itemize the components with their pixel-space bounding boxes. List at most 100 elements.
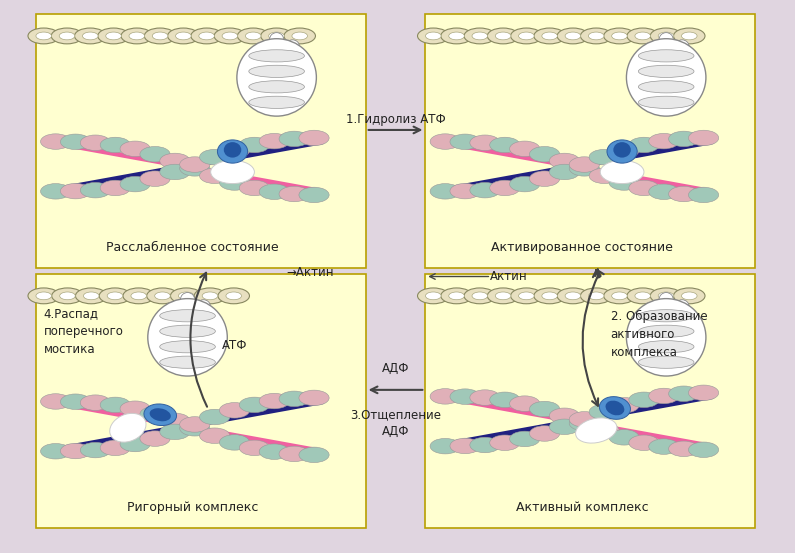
Ellipse shape xyxy=(269,32,285,40)
Ellipse shape xyxy=(191,28,223,44)
Ellipse shape xyxy=(450,389,480,404)
Text: 2. Образование
активного
комплекса: 2. Образование активного комплекса xyxy=(611,310,708,359)
Ellipse shape xyxy=(470,390,500,405)
Text: 3.Отщепление
АДФ: 3.Отщепление АДФ xyxy=(351,408,441,438)
Ellipse shape xyxy=(222,32,238,40)
Ellipse shape xyxy=(60,134,91,149)
Ellipse shape xyxy=(246,32,261,40)
Ellipse shape xyxy=(100,397,130,413)
Ellipse shape xyxy=(470,182,500,198)
Ellipse shape xyxy=(490,180,520,196)
Ellipse shape xyxy=(510,28,542,44)
Ellipse shape xyxy=(180,157,210,173)
Ellipse shape xyxy=(669,386,699,401)
Ellipse shape xyxy=(417,28,449,44)
Ellipse shape xyxy=(609,175,639,190)
Ellipse shape xyxy=(176,32,191,40)
Ellipse shape xyxy=(606,400,624,415)
Text: →Актин: →Актин xyxy=(286,265,334,279)
Ellipse shape xyxy=(140,171,170,186)
Ellipse shape xyxy=(638,50,694,62)
Ellipse shape xyxy=(653,40,667,54)
Ellipse shape xyxy=(510,288,542,304)
Ellipse shape xyxy=(627,288,658,304)
Ellipse shape xyxy=(145,28,176,44)
Ellipse shape xyxy=(180,293,195,307)
Ellipse shape xyxy=(510,176,540,192)
Ellipse shape xyxy=(549,408,580,424)
Ellipse shape xyxy=(200,149,230,165)
Ellipse shape xyxy=(144,404,176,426)
Ellipse shape xyxy=(59,32,75,40)
Ellipse shape xyxy=(211,160,254,184)
Text: 4.Распад
поперечного
мостика: 4.Распад поперечного мостика xyxy=(44,307,123,356)
Text: 1.Гидролиз АТФ: 1.Гидролиз АТФ xyxy=(346,113,446,126)
Ellipse shape xyxy=(299,130,329,145)
Ellipse shape xyxy=(237,39,316,116)
Ellipse shape xyxy=(653,300,667,314)
Text: Активированное состояние: Активированное состояние xyxy=(491,241,673,254)
Ellipse shape xyxy=(626,299,706,376)
Ellipse shape xyxy=(609,143,639,158)
Ellipse shape xyxy=(529,426,560,441)
Ellipse shape xyxy=(534,288,565,304)
Ellipse shape xyxy=(549,153,580,169)
Ellipse shape xyxy=(41,444,71,459)
Ellipse shape xyxy=(168,28,199,44)
Ellipse shape xyxy=(160,424,190,440)
Ellipse shape xyxy=(580,28,612,44)
Ellipse shape xyxy=(60,184,91,199)
Ellipse shape xyxy=(160,164,190,180)
Ellipse shape xyxy=(194,288,226,304)
Ellipse shape xyxy=(80,442,111,458)
Ellipse shape xyxy=(180,417,210,432)
Ellipse shape xyxy=(603,288,635,304)
Ellipse shape xyxy=(199,32,215,40)
Ellipse shape xyxy=(565,292,580,300)
Ellipse shape xyxy=(160,356,215,368)
Ellipse shape xyxy=(450,438,480,453)
Ellipse shape xyxy=(100,180,130,196)
Ellipse shape xyxy=(28,288,60,304)
Ellipse shape xyxy=(470,437,500,453)
Ellipse shape xyxy=(261,28,293,44)
Ellipse shape xyxy=(495,292,511,300)
Ellipse shape xyxy=(263,40,277,54)
Ellipse shape xyxy=(675,40,689,54)
Ellipse shape xyxy=(100,440,130,456)
Ellipse shape xyxy=(239,180,270,196)
Ellipse shape xyxy=(589,168,619,184)
Ellipse shape xyxy=(120,401,150,416)
Ellipse shape xyxy=(270,33,284,47)
Ellipse shape xyxy=(588,292,604,300)
Ellipse shape xyxy=(430,184,460,199)
Ellipse shape xyxy=(490,435,520,451)
Ellipse shape xyxy=(688,130,719,145)
Ellipse shape xyxy=(259,184,289,200)
Ellipse shape xyxy=(609,398,639,413)
Ellipse shape xyxy=(153,32,168,40)
Ellipse shape xyxy=(140,406,170,422)
Ellipse shape xyxy=(226,292,242,300)
Ellipse shape xyxy=(36,292,52,300)
Ellipse shape xyxy=(41,134,71,149)
Ellipse shape xyxy=(649,133,679,149)
Ellipse shape xyxy=(650,28,682,44)
Ellipse shape xyxy=(140,147,170,162)
Ellipse shape xyxy=(121,28,153,44)
Ellipse shape xyxy=(534,28,565,44)
Ellipse shape xyxy=(110,413,146,442)
Ellipse shape xyxy=(681,292,697,300)
Ellipse shape xyxy=(542,292,557,300)
Ellipse shape xyxy=(160,153,190,169)
Ellipse shape xyxy=(635,32,650,40)
Text: АДФ: АДФ xyxy=(382,362,409,375)
Ellipse shape xyxy=(239,440,270,456)
Ellipse shape xyxy=(614,142,631,158)
Ellipse shape xyxy=(490,392,520,408)
Ellipse shape xyxy=(160,341,215,353)
Ellipse shape xyxy=(239,137,270,153)
Ellipse shape xyxy=(83,32,98,40)
Ellipse shape xyxy=(249,81,304,93)
Ellipse shape xyxy=(100,137,130,153)
